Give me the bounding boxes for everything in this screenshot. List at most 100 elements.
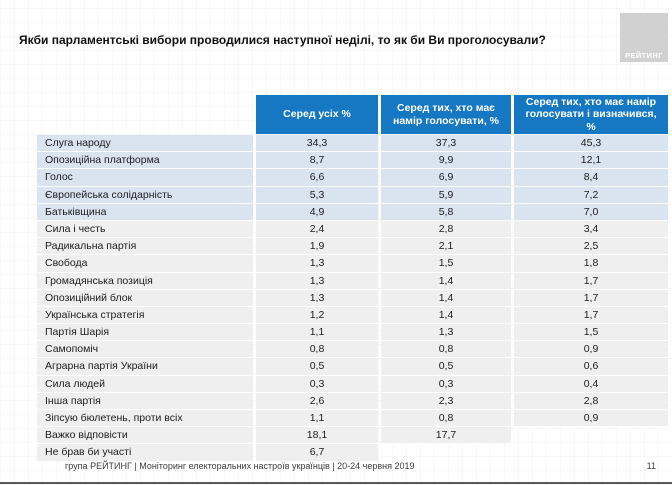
- value-cell: 1,9: [256, 238, 378, 255]
- value-cell: 5,9: [381, 186, 511, 203]
- rating-group-logo-label: РЕЙТИНГ: [625, 51, 663, 60]
- table-row: Українська стратегія 1,2 1,4 1,7: [37, 306, 668, 324]
- table-row: Аграрна партія України 0,5 0,5 0,6: [37, 358, 668, 375]
- value-cell: 6,7: [256, 444, 378, 461]
- value-cell: 2,6: [256, 392, 378, 409]
- table-row: Голос 6,6 6,9 8,4: [37, 169, 668, 186]
- value-cell: 18,1: [256, 427, 378, 444]
- value-cell: 2,3: [381, 392, 511, 409]
- party-name-cell: Українська стратегія: [37, 306, 253, 324]
- value-cell: 8,4: [514, 169, 668, 186]
- value-cell: 1,5: [514, 324, 668, 341]
- value-cell: 0,8: [256, 341, 378, 358]
- page-title: Якби парламентські вибори проводилися на…: [19, 33, 546, 47]
- column-header-intend-to-vote: Серед тих, хто має намір голосувати, %: [381, 95, 511, 134]
- value-cell: [514, 444, 668, 460]
- page-number: 11: [646, 461, 656, 471]
- value-cell: 1,4: [381, 306, 511, 324]
- value-cell: 2,5: [514, 238, 668, 255]
- value-cell: 0,9: [514, 410, 668, 427]
- party-name-cell: Сила і честь: [37, 220, 253, 238]
- header-spacer-cell: [37, 95, 253, 134]
- value-cell: 1,3: [381, 324, 511, 341]
- value-cell: 2,4: [256, 220, 378, 238]
- table-row: Зіпсую бюлетень, проти всіх 1,1 0,8 0,9: [37, 410, 668, 427]
- party-name-cell: Сила людей: [37, 375, 253, 392]
- value-cell: 4,9: [256, 203, 378, 220]
- party-name-cell: Свобода: [37, 255, 253, 272]
- party-name-cell: Самопоміч: [37, 341, 253, 358]
- table-row: Свобода 1,3 1,5 1,8: [37, 255, 668, 272]
- value-cell: 1,7: [514, 289, 668, 306]
- column-header-among-all: Серед усіх %: [256, 95, 378, 134]
- value-cell: 2,8: [381, 220, 511, 238]
- value-cell: [514, 427, 668, 443]
- value-cell: 0,3: [256, 375, 378, 392]
- value-cell: 1,7: [514, 306, 668, 324]
- value-cell: 0,3: [381, 375, 511, 392]
- value-cell: 1,1: [256, 324, 378, 341]
- value-cell: 5,8: [381, 203, 511, 220]
- value-cell: 37,3: [381, 135, 511, 152]
- party-name-cell: Інша партія: [37, 392, 253, 409]
- poll-results-table: Серед усіх % Серед тих, хто має намір го…: [37, 95, 668, 462]
- table-row: Громадянська позиція 1,3 1,4 1,7: [37, 272, 668, 289]
- party-name-cell: Опозиційний блок: [37, 289, 253, 306]
- value-cell: 3,4: [514, 220, 668, 238]
- value-cell: 1,7: [514, 272, 668, 289]
- table-row: Не брав би участі 6,7: [37, 444, 668, 461]
- value-cell: 2,1: [381, 238, 511, 255]
- value-cell: 1,4: [381, 289, 511, 306]
- value-cell: 1,8: [514, 255, 668, 272]
- table-row: Сила людей 0,3 0,3 0,4: [37, 375, 668, 392]
- value-cell: 5,3: [256, 186, 378, 203]
- table-row: Сила і честь 2,4 2,8 3,4: [37, 220, 668, 238]
- value-cell: 6,6: [256, 169, 378, 186]
- value-cell: [381, 444, 511, 460]
- value-cell: 34,3: [256, 135, 378, 152]
- value-cell: 1,2: [256, 306, 378, 324]
- value-cell: 0,8: [381, 410, 511, 427]
- value-cell: 9,9: [381, 152, 511, 169]
- table-row: Самопоміч 0,8 0,8 0,9: [37, 341, 668, 358]
- party-name-cell: Важко відповісти: [37, 427, 253, 444]
- table-row: Важко відповісти 18,1 17,7: [37, 427, 668, 444]
- table-row: Слуга народу 34,3 37,3 45,3: [37, 135, 668, 152]
- value-cell: 0,5: [256, 358, 378, 375]
- value-cell: 1,1: [256, 410, 378, 427]
- table-body: Слуга народу 34,3 37,3 45,3 Опозиційна платф…: [37, 135, 668, 461]
- value-cell: 45,3: [514, 135, 668, 152]
- value-cell: 6,9: [381, 169, 511, 186]
- value-cell: 0,6: [514, 358, 668, 375]
- party-name-cell: Громадянська позиція: [37, 272, 253, 289]
- value-cell: 0,5: [381, 358, 511, 375]
- party-name-cell: Голос: [37, 169, 253, 186]
- value-cell: 7,2: [514, 186, 668, 203]
- value-cell: 1,4: [381, 272, 511, 289]
- table-row: Партія Шарія 1,1 1,3 1,5: [37, 324, 668, 341]
- value-cell: 0,8: [381, 341, 511, 358]
- table-row: Опозиційна платформа 8,7 9,9 12,1: [37, 152, 668, 169]
- table-row: Опозиційний блок 1,3 1,4 1,7: [37, 289, 668, 306]
- table-row: Батьківщина 4,9 5,8 7,0: [37, 203, 668, 220]
- rating-group-logo: РЕЙТИНГ: [620, 13, 668, 62]
- column-header-intend-and-decided: Серед тих, хто має намір голосувати і ви…: [514, 95, 668, 134]
- value-cell: 12,1: [514, 152, 668, 169]
- table-row: Європейська солідарність 5,3 5,9 7,2: [37, 186, 668, 203]
- party-name-cell: Не брав би участі: [37, 444, 253, 461]
- value-cell: 8,7: [256, 152, 378, 169]
- footer-source-text: група РЕЙТИНГ | Моніторинг електоральних…: [65, 461, 415, 471]
- party-name-cell: Опозиційна платформа: [37, 152, 253, 169]
- value-cell: 0,9: [514, 341, 668, 358]
- table-row: Інша партія 2,6 2,3 2,8: [37, 392, 668, 409]
- party-name-cell: Аграрна партія України: [37, 358, 253, 375]
- party-name-cell: Радикальна партія: [37, 238, 253, 255]
- party-name-cell: Партія Шарія: [37, 324, 253, 341]
- value-cell: 7,0: [514, 203, 668, 220]
- party-name-cell: Слуга народу: [37, 135, 253, 152]
- party-name-cell: Батьківщина: [37, 203, 253, 220]
- value-cell: 0,4: [514, 375, 668, 392]
- table-header-row: Серед усіх % Серед тих, хто має намір го…: [37, 95, 668, 134]
- value-cell: 1,3: [256, 272, 378, 289]
